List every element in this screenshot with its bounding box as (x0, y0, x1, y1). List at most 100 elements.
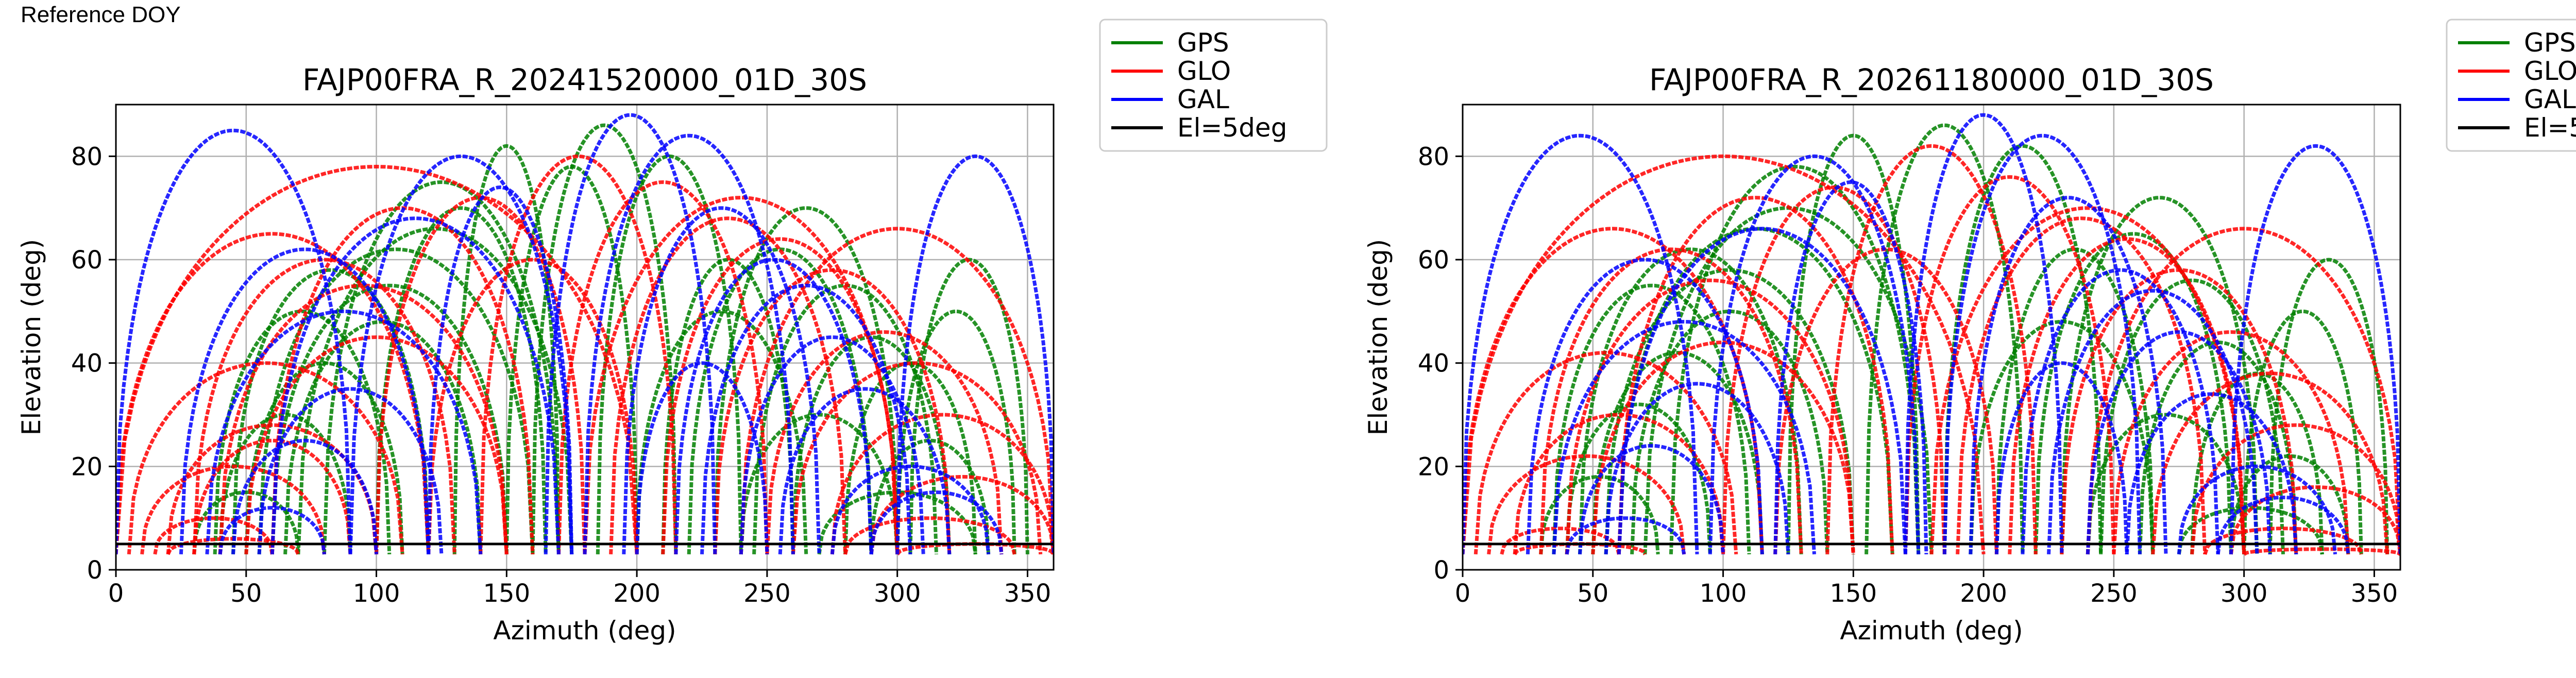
satellite-arc (1513, 413, 1725, 555)
satellite-tracks (116, 113, 1054, 556)
satellite-arc (622, 206, 821, 555)
satellite-arc (713, 206, 900, 555)
x-tick-label: 250 (2090, 579, 2138, 608)
satellite-arc (583, 196, 900, 555)
satellite-arc (2086, 330, 2272, 555)
series-gal (1463, 113, 2400, 555)
satellite-arc (1526, 258, 1764, 555)
satellite-arc (213, 309, 392, 555)
satellite-arc (452, 144, 561, 554)
satellite-arc (2112, 330, 2350, 555)
satellite-arc (1969, 196, 2168, 555)
satellite-arc (2203, 527, 2363, 555)
satellite-arc (205, 309, 483, 555)
satellite-arc (1487, 454, 1686, 555)
y-tick-label: 0 (1433, 556, 1449, 585)
satellite-arc (635, 361, 769, 555)
satellite-arc (1773, 180, 1928, 554)
satellite-tracks (1463, 113, 2400, 556)
y-tick-label: 60 (71, 246, 103, 275)
satellite-arc (830, 464, 991, 555)
satellite-arc (1565, 278, 1855, 555)
legend-label: El=5deg (2524, 113, 2576, 143)
x-tick-label: 0 (1455, 579, 1471, 608)
chart-right: 0 50 100 150 200 250 300 350 0 20 40 60 80 FAJP00FRA_… (1363, 19, 2576, 646)
x-tick-label: 100 (353, 579, 400, 608)
x-tick-label: 200 (613, 579, 660, 608)
satellite-arc (1617, 196, 1894, 555)
satellite-arc (116, 128, 352, 555)
satellite-arc (1473, 351, 1738, 555)
satellite-arc (153, 516, 274, 555)
satellite-arc (140, 464, 326, 555)
satellite-arc (869, 474, 1054, 555)
satellite-arc (1463, 133, 1699, 555)
satellite-arc (895, 309, 1016, 554)
satellite-arc (127, 361, 404, 555)
legend-label: GLO (2524, 56, 2576, 86)
y-tick-label: 40 (71, 349, 103, 378)
satellite-arc (1604, 382, 1790, 555)
satellite-arc (1500, 527, 1621, 555)
satellite-arc (700, 283, 912, 555)
satellite-arc (427, 185, 574, 554)
satellite-arc (192, 490, 300, 555)
satellite-arc (1552, 283, 1751, 555)
x-tick-label: 200 (1960, 579, 2007, 608)
satellite-arc (674, 258, 873, 555)
x-tick-label: 100 (1700, 579, 1747, 608)
satellite-arc (830, 413, 1054, 555)
satellite-arc (192, 258, 456, 555)
satellite-arc (1942, 133, 2142, 554)
satellite-arc (778, 387, 952, 555)
satellite-arc (869, 490, 1004, 555)
satellite-arc (270, 216, 561, 555)
x-tick-label: 150 (483, 579, 531, 608)
satellite-arc (296, 227, 574, 555)
satellite-arc (1929, 206, 2246, 555)
satellite-arc (1825, 144, 2038, 555)
x-tick-label: 350 (1004, 579, 1052, 608)
x-tick-label: 300 (874, 579, 921, 608)
satellite-arc (2243, 547, 2400, 556)
x-tick-label: 0 (108, 579, 124, 608)
y-tick-label: 20 (71, 452, 103, 481)
plot-frame (115, 104, 1055, 571)
satellite-arc (2242, 309, 2363, 554)
x-axis-label: Azimuth (deg) (493, 616, 676, 646)
satellite-arc (739, 335, 925, 555)
x-tick-label: 150 (1830, 579, 1877, 608)
satellite-arc (2021, 268, 2220, 555)
x-tick-label: 50 (1577, 579, 1608, 608)
satellite-arc (2151, 371, 2389, 555)
satellite-arc (322, 180, 561, 555)
y-axis-label: Elevation (deg) (1363, 239, 1393, 435)
satellite-arc (661, 237, 900, 555)
satellite-arc (2229, 144, 2400, 554)
page-label: Reference DOY (21, 2, 181, 27)
y-tick-label: 20 (1418, 452, 1449, 481)
satellite-arc (1617, 227, 1907, 555)
chart-left: 0 50 100 150 200 250 300 350 0 20 40 60 80 FAJP00FRA_… (16, 19, 1328, 646)
plot-frame (1462, 104, 2401, 571)
satellite-arc (1721, 185, 1946, 555)
legend-box (1099, 19, 1328, 152)
y-tick-label: 80 (71, 142, 103, 171)
satellite-arc (375, 206, 548, 554)
y-tick-label: 60 (1418, 246, 1449, 275)
satellite-arc (1708, 154, 1921, 555)
satellite-arc (869, 438, 991, 555)
satellite-arc (765, 330, 1004, 555)
satellite-arc (218, 506, 326, 555)
legend-label: El=5deg (1177, 113, 1287, 143)
satellite-arc (1565, 516, 1686, 555)
satellite-arc (1604, 268, 1855, 555)
x-axis-label: Azimuth (deg) (1840, 616, 2023, 646)
satellite-arc (116, 164, 639, 555)
satellite-arc (270, 283, 509, 555)
series-glo (1463, 144, 2400, 556)
x-tick-label: 300 (2221, 579, 2268, 608)
satellite-arc (1994, 361, 2129, 555)
